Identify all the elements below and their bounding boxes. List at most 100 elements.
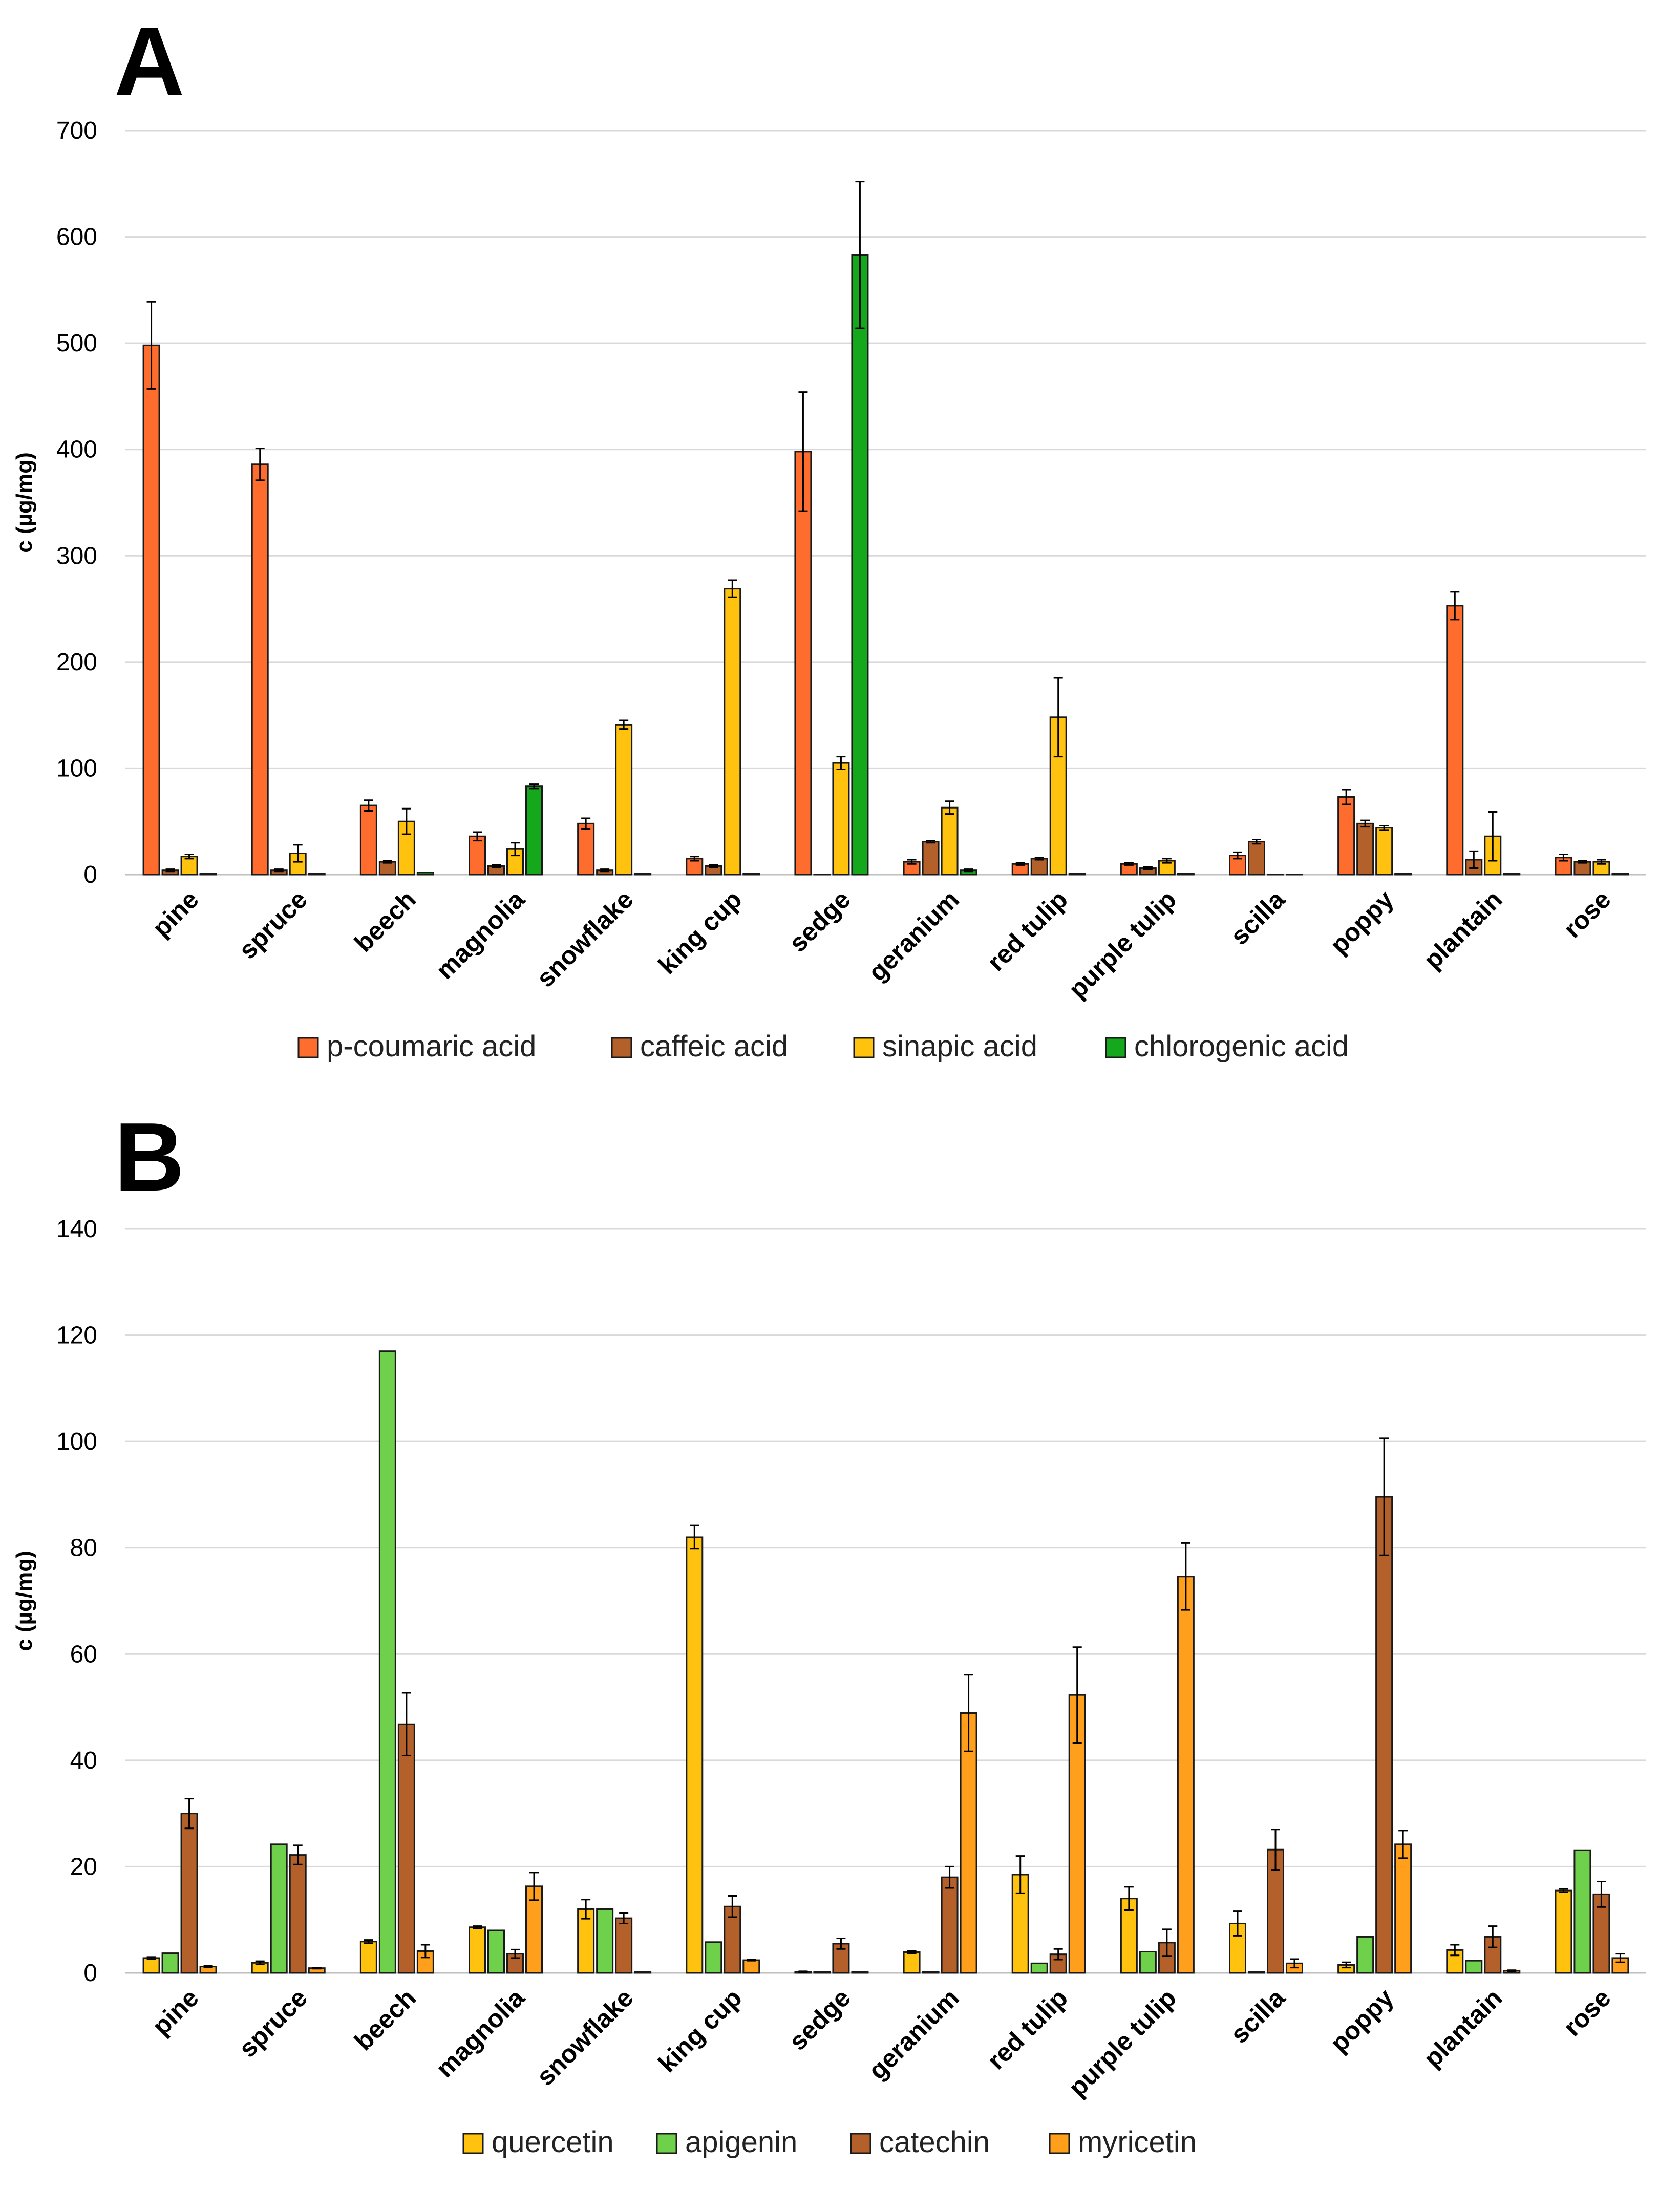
y-tick-label: 80 — [70, 1535, 97, 1562]
x-tick-label-spruce: spruce — [233, 885, 313, 965]
y-tick-label: 100 — [56, 755, 97, 782]
legend-item-caffeic-acid: caffeic acid — [611, 1030, 788, 1063]
bar-catechin-snowflake — [615, 1917, 633, 1974]
y-tick-label: 40 — [70, 1747, 97, 1774]
bar-chlorogenic-acid-king-cup — [742, 873, 760, 876]
x-tick-label-pine: pine — [147, 885, 204, 942]
x-tick-label-geranium: geranium — [863, 885, 965, 987]
x-tick-label-purple-tulip: purple tulip — [1063, 885, 1182, 1004]
legend-label: catechin — [879, 2126, 990, 2159]
bar-p-coumaric-acid-poppy — [1337, 796, 1355, 876]
y-tick-label: 120 — [56, 1322, 97, 1349]
bar-chlorogenic-acid-sedge — [851, 254, 869, 876]
bar-chlorogenic-acid-purple-tulip — [1177, 873, 1195, 876]
x-tick-label-plantain: plantain — [1418, 885, 1507, 974]
legend-label: myricetin — [1078, 2126, 1197, 2159]
bar-chlorogenic-acid-plantain — [1503, 873, 1521, 876]
bar-caffeic-acid-red-tulip — [1030, 858, 1048, 876]
y-tick-label: 700 — [56, 117, 97, 144]
legend-item-apigenin: apigenin — [656, 2126, 797, 2159]
bar-apigenin-geranium — [922, 1971, 940, 1974]
bar-myricetin-poppy — [1394, 1843, 1412, 1974]
x-tick-label-plantain: plantain — [1418, 1983, 1507, 2073]
y-tick-label: 100 — [56, 1428, 97, 1455]
bar-quercetin-pine — [142, 1957, 160, 1974]
bar-sinapic-acid-poppy — [1375, 827, 1393, 876]
bar-apigenin-spruce — [270, 1843, 288, 1974]
y-tick-label: 500 — [56, 330, 97, 357]
bar-p-coumaric-acid-magnolia — [469, 835, 486, 876]
x-tick-label-spruce: spruce — [233, 1983, 313, 2063]
legend-item-myricetin: myricetin — [1049, 2126, 1197, 2159]
bar-apigenin-magnolia — [487, 1929, 505, 1974]
legend-item-sinapic-acid: sinapic acid — [853, 1030, 1037, 1063]
x-tick-label-red-tulip: red tulip — [982, 885, 1073, 976]
legend-label: quercetin — [492, 2126, 614, 2159]
bar-chlorogenic-acid-red-tulip — [1068, 873, 1086, 876]
y-tick-label: 300 — [56, 542, 97, 569]
bar-caffeic-acid-beech — [378, 861, 396, 876]
legend-swatch — [462, 2133, 484, 2154]
bar-sinapic-acid-king-cup — [724, 588, 741, 876]
panel-letter: B — [114, 1103, 184, 1212]
bar-chlorogenic-acid-beech — [416, 872, 434, 876]
legend-label: chlorogenic acid — [1134, 1030, 1349, 1063]
bar-catechin-spruce — [289, 1854, 307, 1974]
y-tick-label: 20 — [70, 1853, 97, 1880]
legend-item-quercetin: quercetin — [462, 2126, 614, 2159]
bar-p-coumaric-acid-sedge — [794, 451, 812, 876]
bar-p-coumaric-acid-pine — [142, 344, 160, 876]
bar-apigenin-sedge — [813, 1971, 831, 1974]
legend-label: caffeic acid — [640, 1030, 788, 1063]
bar-catechin-geranium — [941, 1876, 959, 1974]
legend-item-catechin: catechin — [850, 2126, 990, 2159]
x-tick-label-pine: pine — [147, 1983, 204, 2041]
x-tick-label-snowflake: snowflake — [531, 1983, 639, 2091]
bar-apigenin-purple-tulip — [1139, 1950, 1157, 1974]
bar-chlorogenic-acid-snowflake — [634, 873, 652, 876]
x-tick-label-geranium: geranium — [863, 1983, 965, 2085]
y-tick-label: 0 — [83, 1960, 97, 1987]
chart-panel-b: B 0 20 40 60 80 100 120 140 c (µg/mg) pine spruce be… — [12, 1103, 1646, 2159]
bar-sinapic-acid-geranium — [941, 806, 959, 876]
bar-p-coumaric-acid-plantain — [1446, 605, 1464, 876]
x-tick-label-rose: rose — [1558, 885, 1616, 943]
bar-chlorogenic-acid-poppy — [1394, 873, 1412, 876]
bar-apigenin-plantain — [1465, 1960, 1483, 1974]
bar-p-coumaric-acid-beech — [359, 804, 377, 876]
bar-apigenin-rose — [1573, 1849, 1591, 1974]
y-tick-label: 600 — [56, 224, 97, 251]
bar-apigenin-beech — [378, 1350, 396, 1974]
legend-item-chlorogenic-acid: chlorogenic acid — [1105, 1030, 1349, 1063]
x-tick-label-beech: beech — [349, 885, 421, 958]
bar-caffeic-acid-scilla — [1248, 841, 1265, 876]
y-axis-label: c (µg/mg) — [12, 1550, 37, 1651]
bar-myricetin-sedge — [851, 1971, 869, 1974]
bar-quercetin-magnolia — [469, 1926, 486, 1974]
bar-sinapic-acid-sedge — [832, 762, 850, 876]
x-tick-label-magnolia: magnolia — [430, 884, 530, 985]
bar-myricetin-geranium — [960, 1712, 977, 1974]
legend-swatch — [656, 2133, 677, 2154]
chart-panel-a: A 0 100 200 300 400 500 600 700 c (µg/mg) pine spru… — [12, 7, 1646, 1063]
legend-swatch — [297, 1037, 319, 1058]
bar-quercetin-king-cup — [686, 1536, 704, 1974]
x-tick-label-king-cup: king cup — [653, 885, 748, 980]
bar-apigenin-scilla — [1248, 1971, 1265, 1974]
bar-apigenin-red-tulip — [1030, 1962, 1048, 1974]
bar-apigenin-king-cup — [705, 1941, 722, 1974]
legend-swatch — [850, 2133, 871, 2154]
bar-caffeic-acid-rose — [1573, 861, 1591, 876]
x-tick-label-poppy: poppy — [1325, 885, 1399, 960]
bar-catechin-poppy — [1375, 1496, 1393, 1974]
bar-apigenin-poppy — [1356, 1936, 1374, 1974]
bar-apigenin-pine — [161, 1952, 179, 1974]
y-tick-label: 200 — [56, 649, 97, 676]
y-axis-label: c (µg/mg) — [12, 452, 37, 552]
bar-chlorogenic-acid-rose — [1611, 873, 1629, 876]
x-tick-label-snowflake: snowflake — [531, 885, 639, 993]
bar-p-coumaric-acid-snowflake — [577, 822, 595, 876]
x-tick-label-sedge: sedge — [783, 885, 856, 958]
bar-myricetin-king-cup — [742, 1959, 760, 1974]
